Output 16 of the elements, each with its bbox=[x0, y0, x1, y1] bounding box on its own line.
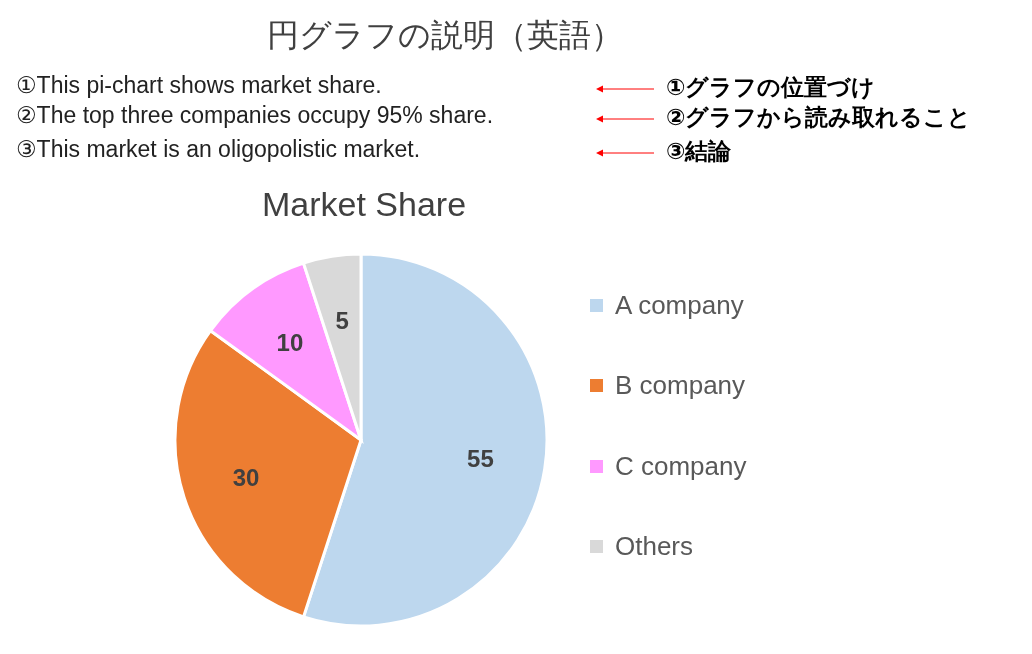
data-label: 55 bbox=[467, 445, 494, 473]
text: ③This market is an oligopolistic market. bbox=[16, 136, 421, 163]
text: ②The top three companies occupy 95% share. bbox=[16, 102, 494, 129]
legend-label: C company bbox=[614, 449, 748, 483]
legend-label: A company bbox=[614, 288, 745, 322]
data-label: 5 bbox=[335, 307, 349, 335]
text: ①グラフの位置づけ bbox=[666, 73, 876, 102]
data-label: 30 bbox=[232, 463, 260, 491]
legend-label: B company bbox=[614, 369, 747, 403]
text: ③結論 bbox=[666, 137, 732, 166]
legend-label: Others bbox=[614, 530, 695, 564]
text: ①This pi-chart shows market share. bbox=[16, 72, 382, 99]
text: 円グラフの説明（英語） bbox=[266, 16, 624, 55]
data-label: 10 bbox=[276, 328, 304, 356]
text: ②グラフから読み取れること bbox=[666, 103, 972, 132]
chart-title: Market Share bbox=[260, 185, 468, 224]
